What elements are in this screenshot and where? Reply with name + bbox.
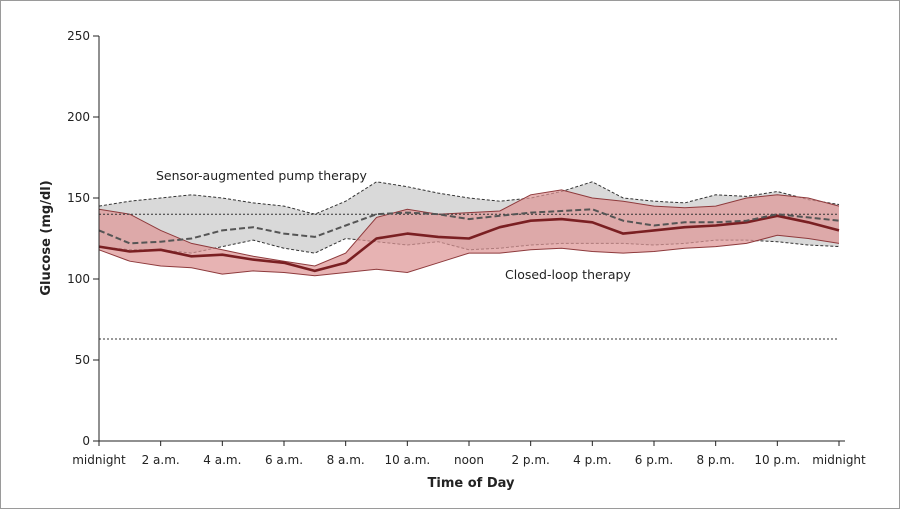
closed-loop-upper-line	[98, 189, 840, 267]
x-tick-label: 4 p.m.	[573, 453, 611, 467]
annotation-sensor-augmented: Sensor-augmented pump therapy	[156, 168, 368, 183]
median-lines-layer	[98, 208, 840, 273]
x-tick-label: noon	[454, 453, 484, 467]
x-tick-label: midnight	[812, 453, 866, 467]
closed-loop-median-line	[98, 214, 840, 273]
y-tick-label: 0	[82, 434, 90, 448]
x-tick-label: 8 p.m.	[696, 453, 734, 467]
axes-layer: 0 50 100 150 200 250 midnight 2 a.m. 4 a.m. 6 a.m…	[67, 29, 866, 467]
x-tick-label: 2 p.m.	[511, 453, 549, 467]
x-tick-label: 4 a.m.	[203, 453, 241, 467]
x-axis-title: Time of Day	[428, 476, 515, 491]
closed-loop-lower-line	[98, 234, 840, 277]
x-tick-label: 8 a.m.	[327, 453, 365, 467]
annotation-closed-loop: Closed-loop therapy	[505, 267, 631, 282]
reference-lines-layer	[99, 213, 839, 340]
sensor-augmented-median-line	[98, 208, 840, 245]
y-tick-label: 250	[67, 29, 90, 43]
y-tick-label: 100	[67, 272, 90, 286]
y-tick-label: 50	[75, 353, 90, 367]
x-tick-label: 6 a.m.	[265, 453, 303, 467]
bands-layer	[98, 181, 840, 277]
y-tick-label: 200	[67, 110, 90, 124]
y-axis-title: Glucose (mg/dl)	[39, 180, 54, 295]
x-tick-label: 10 a.m.	[384, 453, 430, 467]
x-tick-label: midnight	[72, 453, 126, 467]
x-tick-label: 2 a.m.	[142, 453, 180, 467]
x-tick-label: 6 p.m.	[635, 453, 673, 467]
band-closed-loop	[99, 189, 839, 276]
sensor-augmented-upper-line	[98, 181, 840, 215]
x-tick-label: 10 p.m.	[754, 453, 800, 467]
y-tick-label: 150	[67, 191, 90, 205]
